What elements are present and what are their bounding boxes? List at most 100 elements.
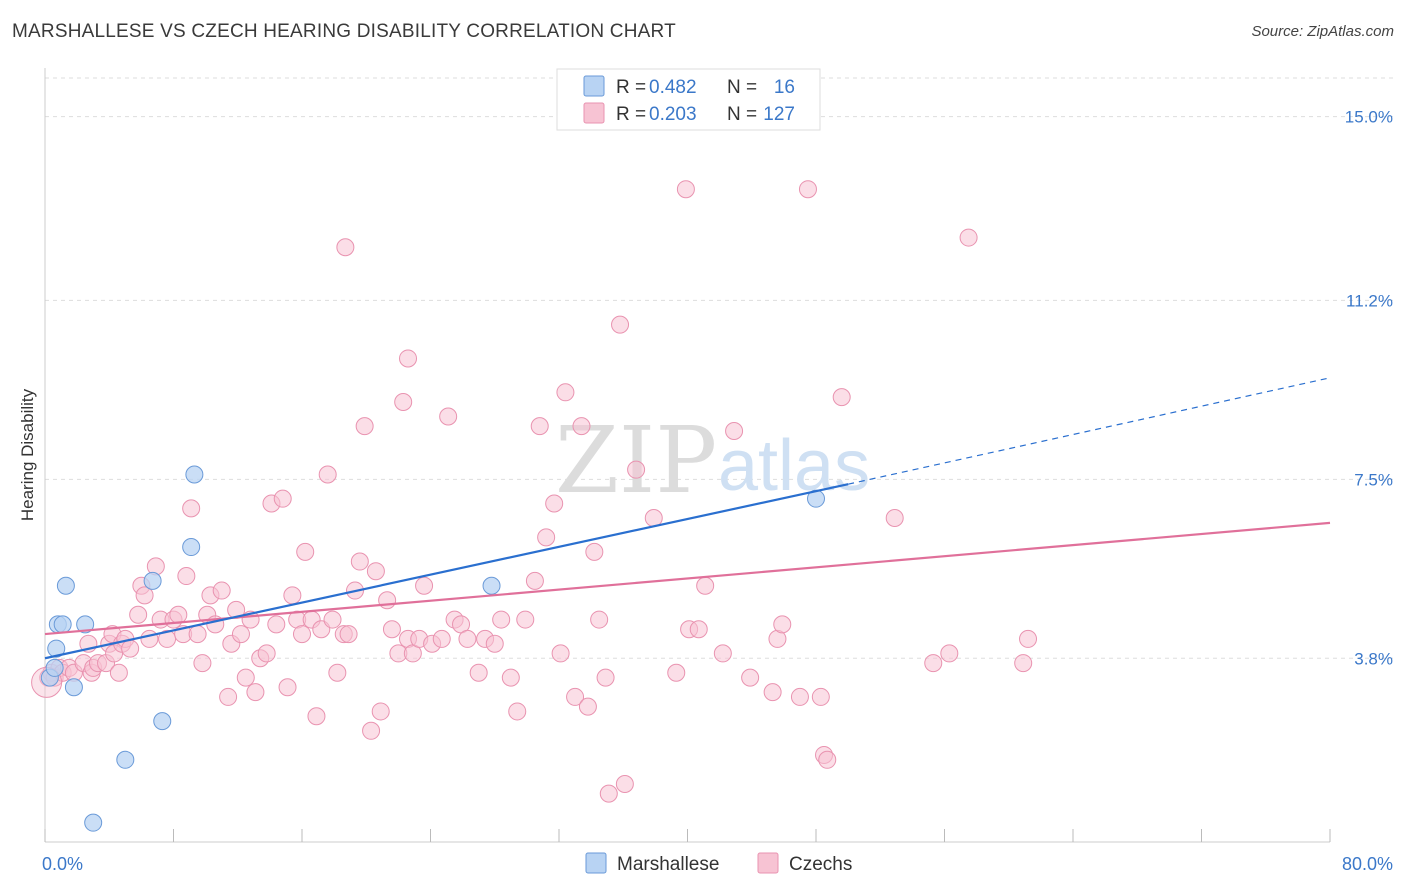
czechs-point [231,625,250,644]
czechs-point [627,460,646,479]
czechs-point [362,721,381,740]
bottom-legend-swatch-czechs [757,852,779,874]
bottom-legend-label-czechs: Czechs [789,854,852,875]
czechs-point [537,528,556,547]
czechs-point [382,620,401,639]
legend-swatch-marshallese [583,75,605,97]
x-tick-label-1: 80.0% [1342,854,1393,874]
czechs-point [177,567,196,586]
czechs-point [492,610,511,629]
czechs-point [545,494,564,513]
czechs-point [355,417,374,436]
czechs-point [121,639,140,658]
czechs-point [193,654,212,673]
czechs-point [773,615,792,634]
czechs-point [293,625,311,644]
czechs-point [439,407,458,426]
grid-lines [45,77,1395,659]
czechs-point [469,663,488,682]
czechs-point [1019,629,1038,648]
legend: R = 0.482 N = 16 R = 0.203 N = 127 [556,68,821,131]
czechs-point [394,392,413,411]
czechs-point [267,615,286,634]
legend-r-value-1: 0.482 [649,77,697,98]
czechs-point [924,654,943,673]
marshallese-point [45,658,64,677]
czechs-point [566,687,585,706]
marshallese-point [482,576,501,595]
marshallese-point [185,465,204,484]
czechs-point [525,571,544,590]
czechs-point [432,629,451,648]
marshallese-point [53,615,72,634]
czechs-point [323,610,342,629]
czechs-point [129,605,148,624]
czechs-point [399,349,418,368]
czechs-point [798,180,817,199]
czechs-point [485,634,504,653]
czechs-point [336,238,355,257]
czechs-point [556,383,575,402]
czechs-point [1014,654,1033,673]
legend-n-label-1: N = [727,77,757,98]
czechs-point [318,465,337,484]
marshallese-trend-extension [847,377,1331,485]
czechs-point [725,421,744,440]
legend-r-label-2: R = [616,104,646,125]
marshallese-point [64,678,83,697]
czechs-point [283,586,302,605]
czechs-point [940,644,959,663]
czechs-point [182,499,201,518]
czechs-point [832,388,851,407]
czechs-point [676,180,695,199]
y-tick-labels: 3.8% 7.5% 11.2% 15.0% [1345,108,1393,669]
czechs-point [885,509,904,528]
czechs-point [135,586,154,605]
czechs-point [415,576,434,595]
marshallese-point [153,712,172,731]
czechs-point [366,562,385,581]
czechs-point [585,542,604,561]
czechs-point [599,784,618,803]
czechs-point [578,697,597,716]
y-tick-label-1: 7.5% [1354,470,1393,489]
marshallese-point [47,639,66,658]
czechs-point [278,678,297,697]
marshallese-point [182,538,201,557]
legend-r-value-2: 0.203 [649,104,697,125]
axes [44,68,1331,843]
czechs-point [307,707,326,726]
czechs-point [501,668,520,687]
y-axis-label: Hearing Disability [18,388,37,521]
czechs-point [140,629,159,648]
czechs-point [508,702,527,721]
czechs-trend-line [44,521,1331,636]
legend-n-label-2: N = [727,104,757,125]
watermark-atlas: atlas [718,426,870,506]
czechs-point [188,625,207,644]
bottom-legend: Marshallese Czechs [585,852,852,875]
czechs-point [596,668,615,687]
trend-lines [44,377,1331,660]
czechs-points [31,180,1038,803]
chart-title: MARSHALLESE VS CZECH HEARING DISABILITY … [12,21,676,42]
czechs-point [615,774,634,793]
czechs-point [790,687,809,706]
marshallese-point [76,615,95,634]
czechs-point [689,620,708,639]
czechs-point [516,610,535,629]
czechs-point [572,417,591,436]
czechs-point [296,542,315,561]
czechs-point [212,581,231,600]
marshallese-point [143,571,162,590]
legend-swatch-czechs [583,102,605,124]
czechs-point [741,668,760,687]
y-tick-label-0: 3.8% [1354,649,1393,668]
y-tick-label-2: 11.2% [1346,291,1393,310]
bottom-legend-label-marshallese: Marshallese [617,854,719,875]
y-tick-label-3: 15.0% [1345,108,1393,127]
czechs-point [328,663,347,682]
czechs-point [713,644,732,663]
czechs-point [818,750,837,769]
czechs-point [246,683,265,702]
